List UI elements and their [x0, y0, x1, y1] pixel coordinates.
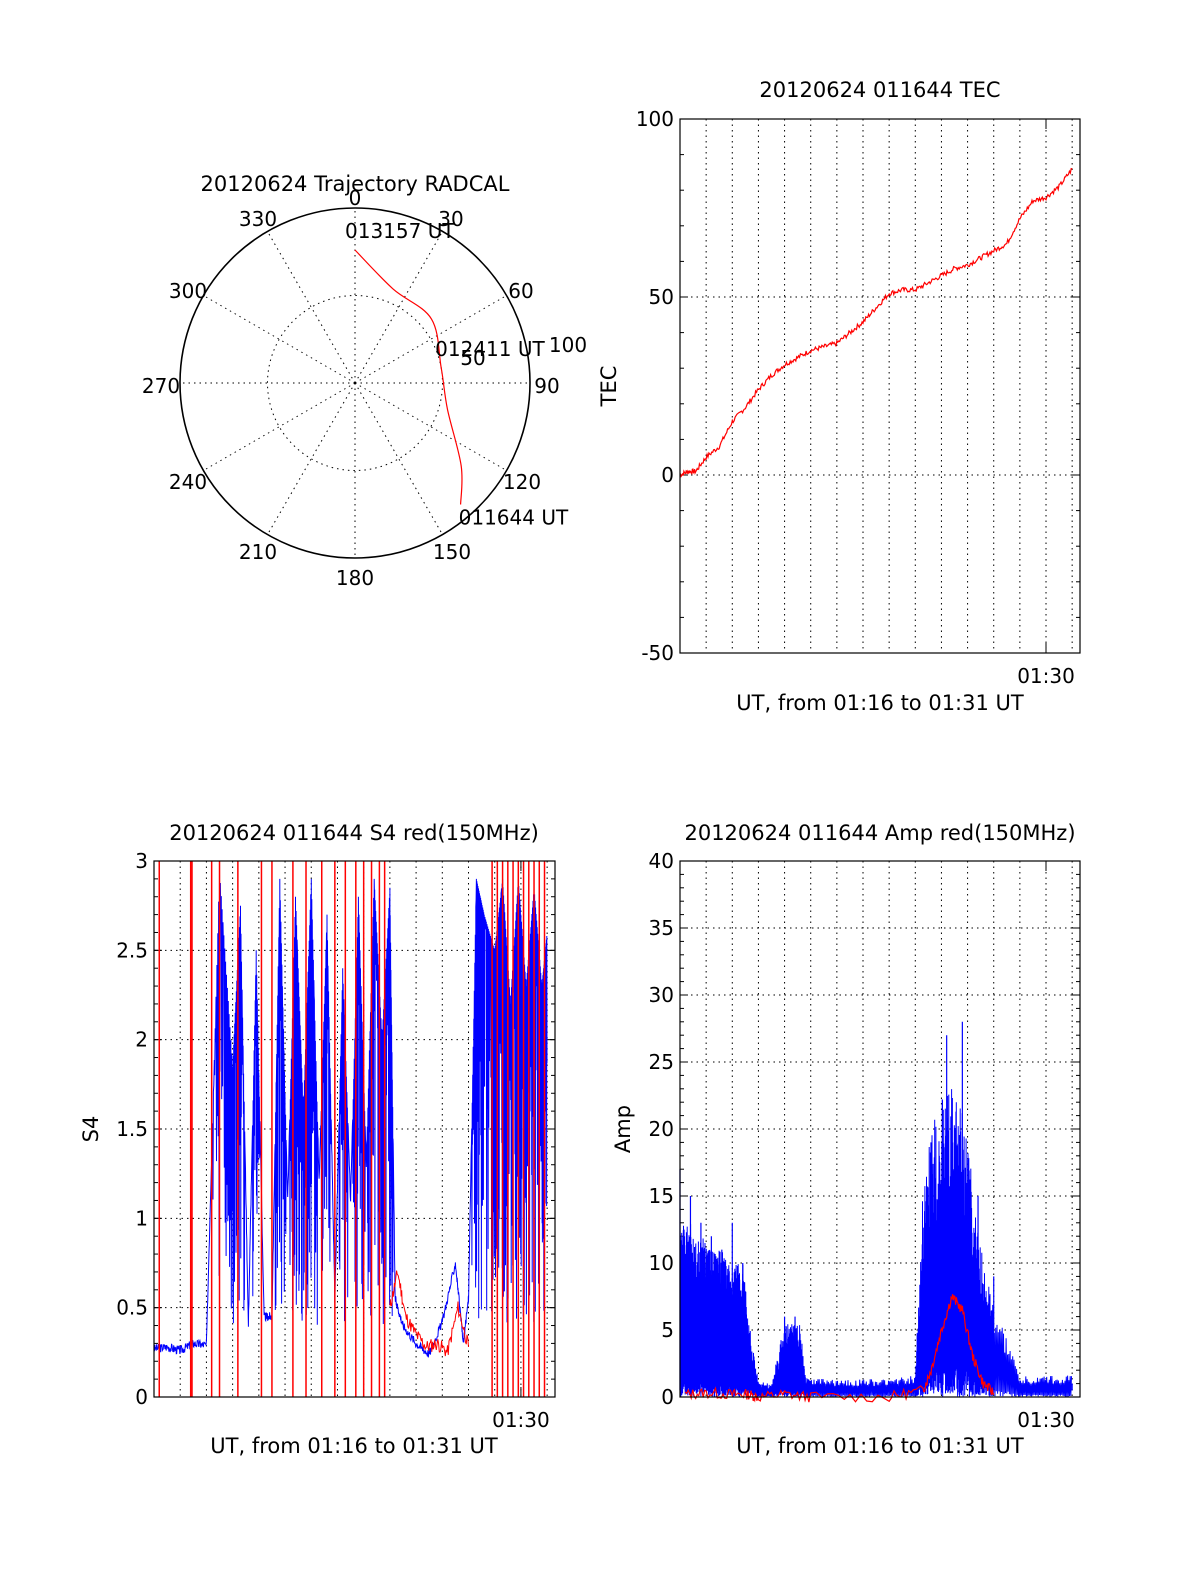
- polar-angle-label: 150: [433, 540, 471, 564]
- y-tick-label: 0: [661, 463, 674, 487]
- y-tick-label: 5: [661, 1318, 674, 1342]
- y-tick-label: 50: [649, 285, 674, 309]
- s4-ylabel: S4: [79, 1116, 103, 1143]
- s4-blue-series: [153, 869, 548, 1358]
- polar-angle-label: 180: [336, 566, 374, 590]
- polar-angle-label: 270: [142, 374, 180, 398]
- polar-angle-label: 240: [169, 470, 207, 494]
- polar-angle-label: 30: [438, 207, 463, 231]
- polar-ring-50: [267, 295, 443, 471]
- y-tick-label: 2.5: [116, 938, 148, 962]
- amp-panel: 20120624 011644 Amp red(150MHz) 0 5 10 15 20…: [611, 821, 1081, 1458]
- polar-angle-label: 0: [349, 186, 362, 210]
- x-tick-label: 01:30: [492, 1408, 550, 1432]
- s4-red-series: [389, 1270, 469, 1357]
- polar-grid: [179, 207, 531, 559]
- polar-spoke: [354, 382, 443, 535]
- polar-radius-label: 50: [460, 346, 485, 370]
- x-tick-label: 01:30: [1017, 664, 1075, 688]
- tec-series-line: [679, 167, 1073, 478]
- amp-plot-area: 0 5 10 15 20 25 30 35 40 01:30: [649, 849, 1081, 1432]
- polar-spoke: [267, 382, 356, 535]
- polar-spoke: [354, 382, 507, 471]
- tec-ylabel: TEC: [597, 366, 621, 408]
- y-tick-label: 2: [135, 1028, 148, 1052]
- tec-title: 20120624 011644 TEC: [759, 78, 1000, 102]
- polar-spoke: [203, 382, 356, 471]
- s4-plot-area: 0 0.5 1 1.5 2 2.5 3 01:30: [116, 849, 556, 1432]
- polar-panel: 20120624 Trajectory RADCAL 0 30 60 90 12…: [142, 172, 587, 590]
- y-tick-label: 30: [649, 983, 674, 1007]
- trajectory-time-label: 011644 UT: [459, 506, 569, 530]
- y-tick-label: 3: [135, 849, 148, 873]
- trajectory-time-label: 012411 UT: [435, 337, 545, 361]
- amp-ylabel: Amp: [611, 1105, 635, 1153]
- trajectory-time-label: 013157 UT: [345, 219, 455, 243]
- amp-xlabel: UT, from 01:16 to 01:31 UT: [736, 1434, 1024, 1458]
- y-tick-label: 100: [636, 107, 674, 131]
- s4-frame: [153, 860, 556, 1398]
- polar-title: 20120624 Trajectory RADCAL: [201, 172, 510, 196]
- y-tick-label: 0: [135, 1385, 148, 1409]
- tec-panel: 20120624 011644 TEC -50 0 50 100 01:30 UT, f…: [597, 78, 1081, 715]
- polar-outer-ring: [179, 207, 531, 559]
- amp-frame: [679, 860, 1081, 1398]
- y-tick-label: 15: [649, 1184, 674, 1208]
- trajectory-path: [354, 249, 463, 505]
- y-tick-label: 20: [649, 1117, 674, 1141]
- tec-frame: [679, 118, 1081, 654]
- s4-panel: 20120624 011644 S4 red(150MHz) 0 0.5 1 1.5 2…: [79, 821, 556, 1458]
- y-tick-label: 1: [135, 1206, 148, 1230]
- polar-angle-label: 300: [169, 279, 207, 303]
- y-tick-label: 35: [649, 916, 674, 940]
- amp-title: 20120624 011644 Amp red(150MHz): [684, 821, 1075, 845]
- polar-angle-labels: 0 30 60 90 120 150 180 210 240 270 300 3…: [142, 186, 587, 590]
- y-tick-label: 40: [649, 849, 674, 873]
- y-tick-label: 1.5: [116, 1117, 148, 1141]
- y-tick-label: -50: [641, 641, 674, 665]
- amp-blue-series: [679, 1089, 1072, 1398]
- s4-xlabel: UT, from 01:16 to 01:31 UT: [210, 1434, 498, 1458]
- polar-angle-label: 120: [503, 470, 541, 494]
- y-tick-label: 0: [661, 1385, 674, 1409]
- polar-trajectory: 011644 UT 012411 UT 013157 UT: [345, 219, 569, 530]
- polar-angle-label: 210: [239, 540, 277, 564]
- polar-angle-label: 90: [534, 374, 559, 398]
- x-tick-label: 01:30: [1017, 1408, 1075, 1432]
- polar-angle-label: 60: [508, 279, 533, 303]
- y-tick-label: 25: [649, 1050, 674, 1074]
- amp-red-series: [684, 1294, 995, 1403]
- tec-plot-area: -50 0 50 100 01:30: [636, 107, 1081, 688]
- polar-angle-label: 330: [239, 207, 277, 231]
- y-tick-label: 10: [649, 1251, 674, 1275]
- s4-title: 20120624 011644 S4 red(150MHz): [169, 821, 539, 845]
- y-tick-label: 0.5: [116, 1296, 148, 1320]
- tec-xlabel: UT, from 01:16 to 01:31 UT: [736, 691, 1024, 715]
- polar-radius-label: 100: [549, 333, 587, 357]
- polar-spoke: [267, 231, 356, 384]
